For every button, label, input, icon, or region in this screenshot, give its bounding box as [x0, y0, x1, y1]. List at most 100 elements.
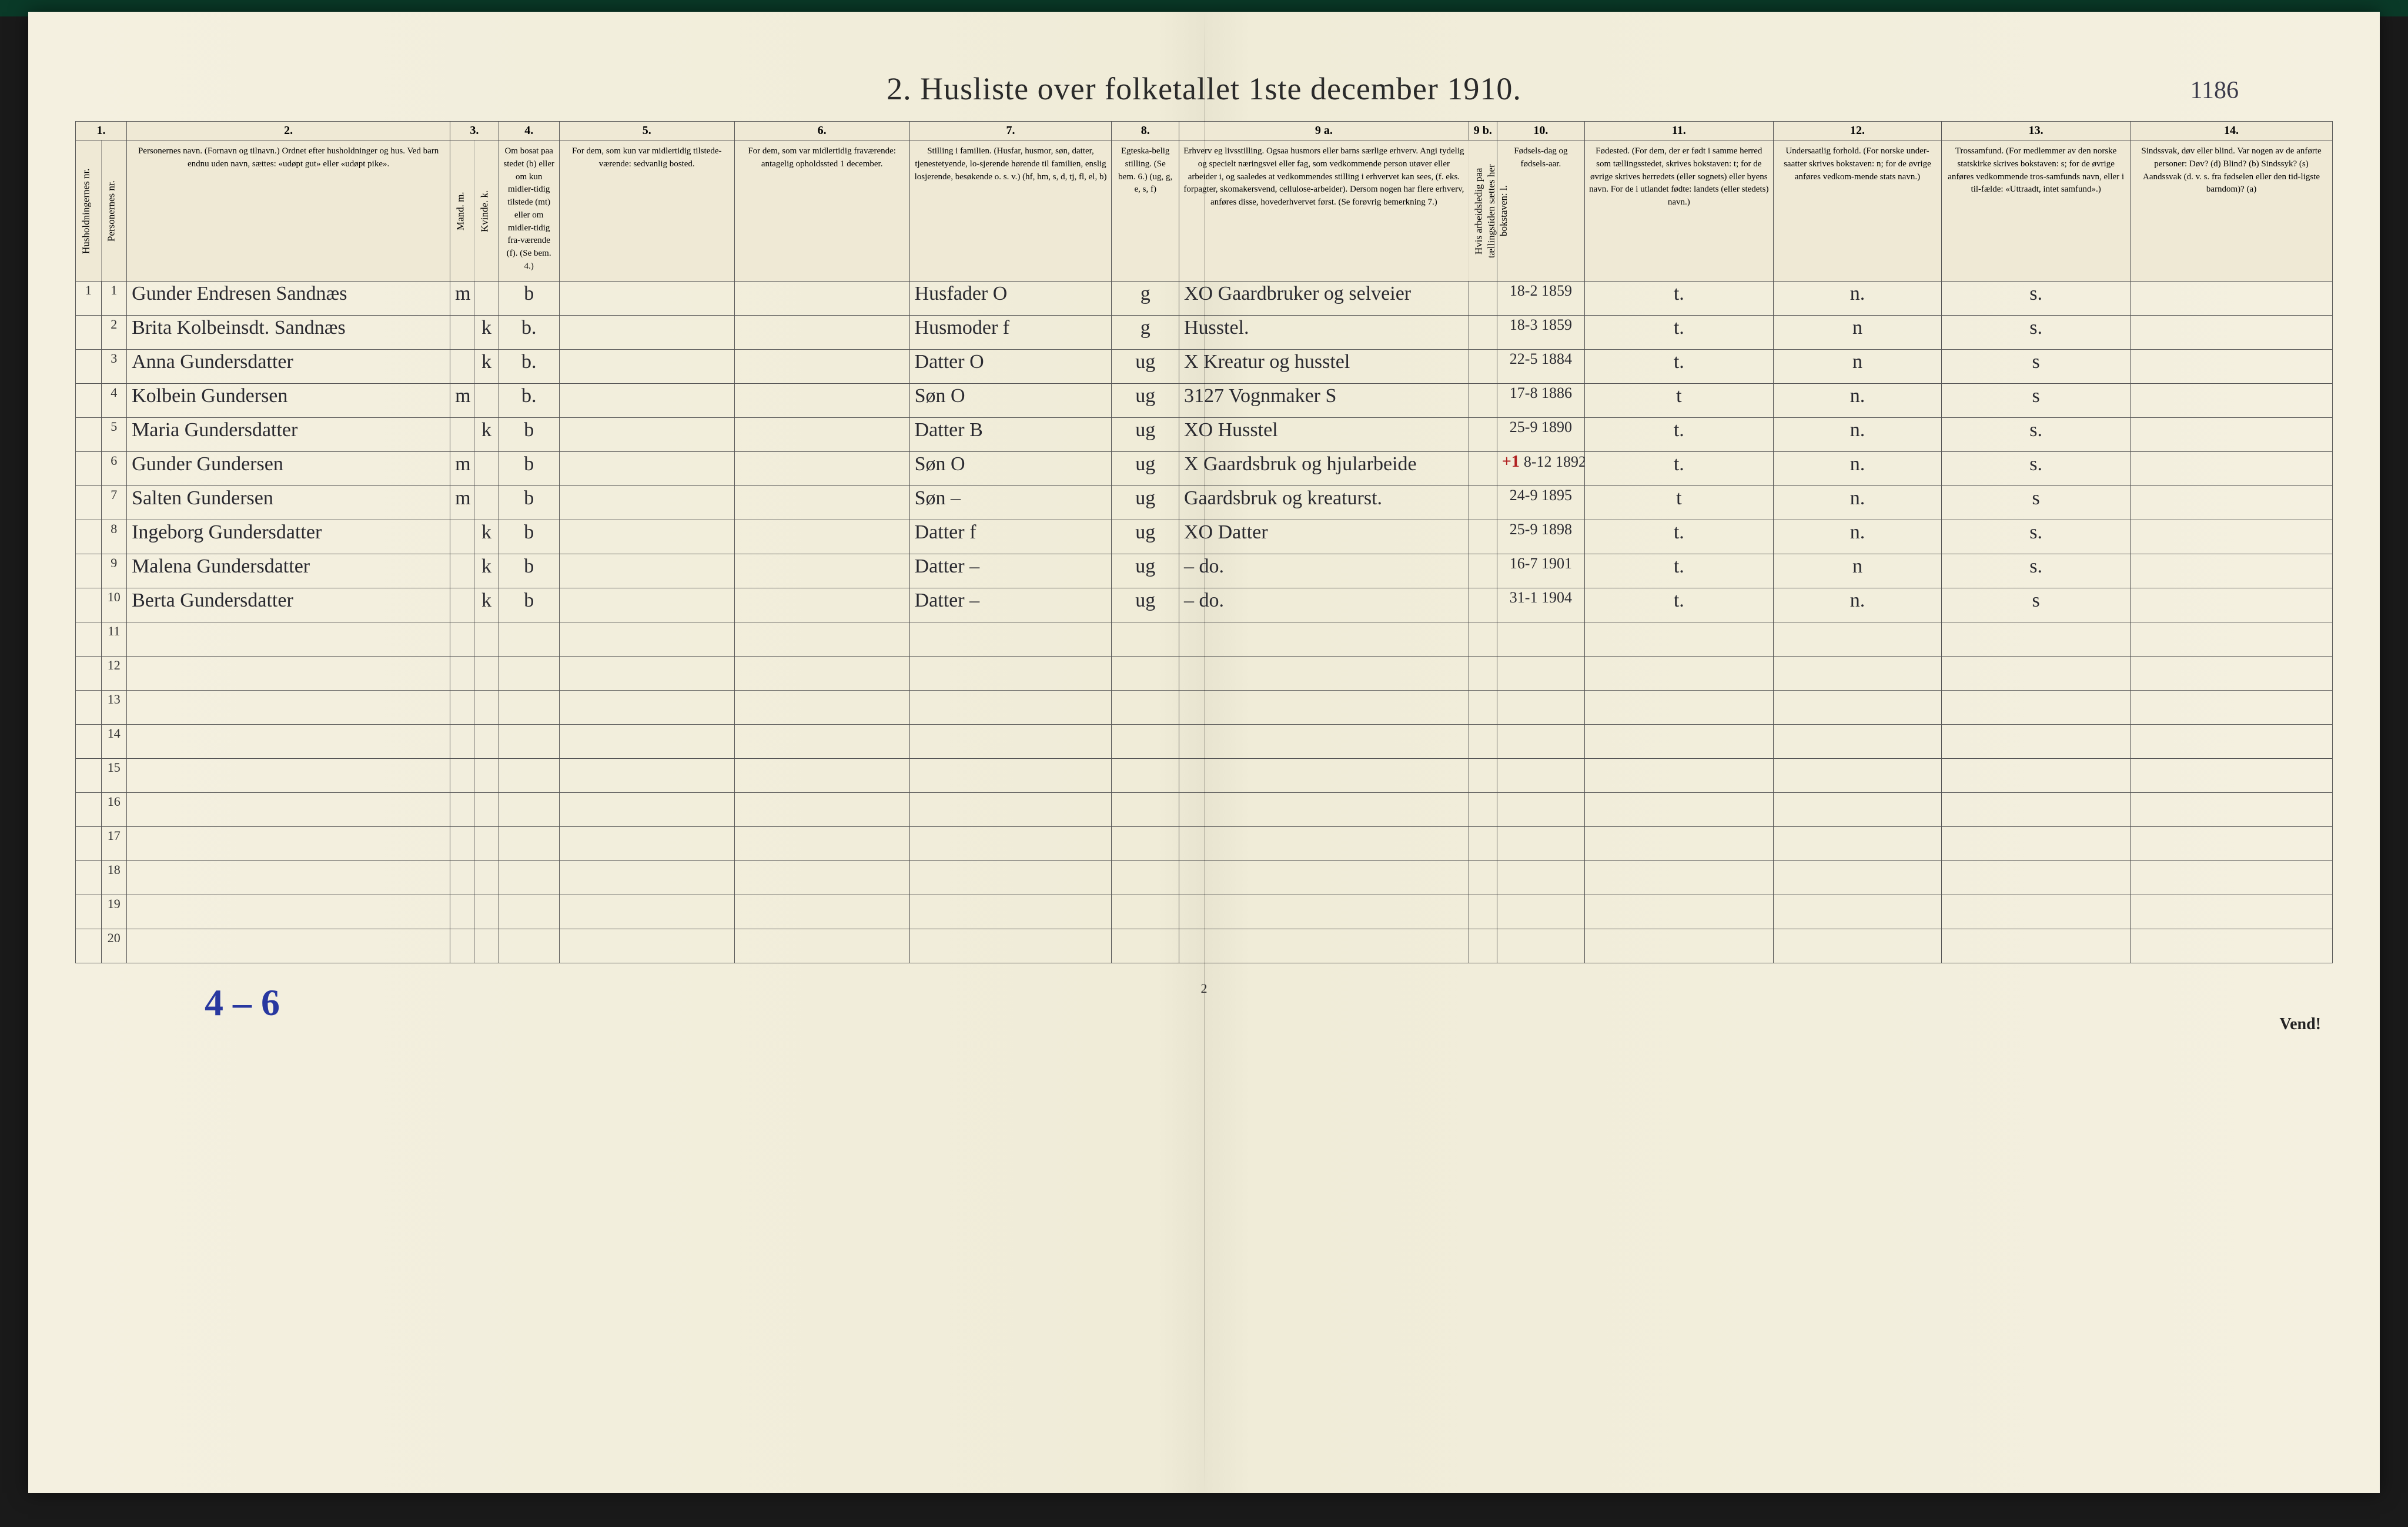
cell-empty [76, 827, 102, 861]
cell-stilling: Søn – [909, 486, 1112, 520]
cell-under: n. [1773, 520, 1941, 554]
cell-empty [1584, 725, 1773, 759]
cell-empty [1942, 929, 2131, 963]
header-stilling: Stilling i familien. (Husfar, husmor, sø… [909, 140, 1112, 282]
cell-empty [127, 895, 450, 929]
cell-empty [2131, 759, 2333, 793]
cell-empty [2131, 895, 2333, 929]
cell-empty [2131, 861, 2333, 895]
cell-empty [1179, 929, 1469, 963]
cell-dob: 18-3 1859 [1497, 316, 1584, 350]
cell-under: n. [1773, 452, 1941, 486]
cell-away [734, 554, 909, 588]
header-egteskap-text: Egteska-belig stilling. (Se bem. 6.) (ug… [1118, 146, 1172, 194]
footer-row: 4 – 6 2 Vend! [75, 975, 2333, 1034]
cell-empty [474, 827, 499, 861]
cell-empty [474, 657, 499, 691]
cell-sinn [2131, 384, 2333, 418]
cell-empty [2131, 657, 2333, 691]
table-row: 5Maria GundersdatterkbDatter BugXO Husst… [76, 418, 2333, 452]
cell-empty [1179, 861, 1469, 895]
cell-empty [450, 861, 474, 895]
cell-empty [1469, 759, 1497, 793]
cell-bosat: b [499, 452, 559, 486]
cell-led [1469, 554, 1497, 588]
cell-born: t. [1584, 350, 1773, 384]
cell-under: n. [1773, 384, 1941, 418]
cell-empty [499, 827, 559, 861]
cell-empty [1497, 691, 1584, 725]
cell-empty: 14 [101, 725, 127, 759]
cell-empty [1112, 691, 1179, 725]
cell-empty [499, 657, 559, 691]
cell-empty [1179, 622, 1469, 657]
cell-sinn [2131, 486, 2333, 520]
cell-erhverv: X Kreatur og husstel [1179, 350, 1469, 384]
cell-p: 2 [101, 316, 127, 350]
cell-hh [76, 350, 102, 384]
cell-empty [1497, 827, 1584, 861]
cell-born: t. [1584, 520, 1773, 554]
cell-under: n [1773, 316, 1941, 350]
header-husholdning-nr: Husholdningernes nr. [76, 140, 102, 282]
cell-empty [1942, 895, 2131, 929]
cell-under: n [1773, 554, 1941, 588]
cell-empty [559, 622, 734, 657]
cell-under: n. [1773, 282, 1941, 316]
cell-away [734, 384, 909, 418]
cell-sex_k: k [474, 316, 499, 350]
title-row: 2. Husliste over folketallet 1ste decemb… [75, 71, 2333, 107]
cell-empty [559, 759, 734, 793]
cell-dob: 25-9 1898 [1497, 520, 1584, 554]
cell-egte: g [1112, 282, 1179, 316]
cell-p: 4 [101, 384, 127, 418]
header-row: Husholdningernes nr. Personernes nr. Per… [76, 140, 2333, 282]
cell-empty [76, 657, 102, 691]
cell-empty [1112, 622, 1179, 657]
cell-empty: 11 [101, 622, 127, 657]
colnum-5: 5. [559, 122, 734, 140]
cell-dob: 16-7 1901 [1497, 554, 1584, 588]
cell-empty [127, 759, 450, 793]
cell-empty [1469, 895, 1497, 929]
cell-tros: s. [1942, 316, 2131, 350]
colnum-12: 12. [1773, 122, 1941, 140]
cell-empty: 15 [101, 759, 127, 793]
cell-sex_k [474, 384, 499, 418]
table-row-empty: 16 [76, 793, 2333, 827]
cell-led [1469, 350, 1497, 384]
cell-temp [559, 282, 734, 316]
cell-hh [76, 520, 102, 554]
printed-page-number: 2 [1201, 981, 1208, 996]
cell-stilling: Datter f [909, 520, 1112, 554]
cell-empty: 17 [101, 827, 127, 861]
header-fodested-text: Fødested. (For dem, der er født i samme … [1589, 146, 1768, 207]
cell-dob: 31-1 1904 [1497, 588, 1584, 622]
cell-empty [559, 793, 734, 827]
cell-empty [1773, 657, 1941, 691]
cell-empty [559, 691, 734, 725]
cell-p: 3 [101, 350, 127, 384]
cell-empty [1773, 691, 1941, 725]
header-fodselsdato: Fødsels-dag og fødsels-aar. [1497, 140, 1584, 282]
cell-hh [76, 316, 102, 350]
table-row: 11Gunder Endresen SandnæsmbHusfader OgXO… [76, 282, 2333, 316]
cell-away [734, 316, 909, 350]
cell-born: t [1584, 486, 1773, 520]
cell-led [1469, 282, 1497, 316]
cell-empty [1112, 929, 1179, 963]
cell-temp [559, 554, 734, 588]
cell-empty [909, 725, 1112, 759]
cell-empty [450, 622, 474, 657]
cell-empty [1942, 759, 2131, 793]
cell-empty [1112, 725, 1179, 759]
colnum-14: 14. [2131, 122, 2333, 140]
cell-bosat: b [499, 418, 559, 452]
cell-tros: s. [1942, 418, 2131, 452]
cell-empty: 18 [101, 861, 127, 895]
cell-erhverv: 3127 Vognmaker S [1179, 384, 1469, 418]
cell-egte: ug [1112, 554, 1179, 588]
cell-empty [499, 759, 559, 793]
cell-hh [76, 452, 102, 486]
cell-sinn [2131, 452, 2333, 486]
